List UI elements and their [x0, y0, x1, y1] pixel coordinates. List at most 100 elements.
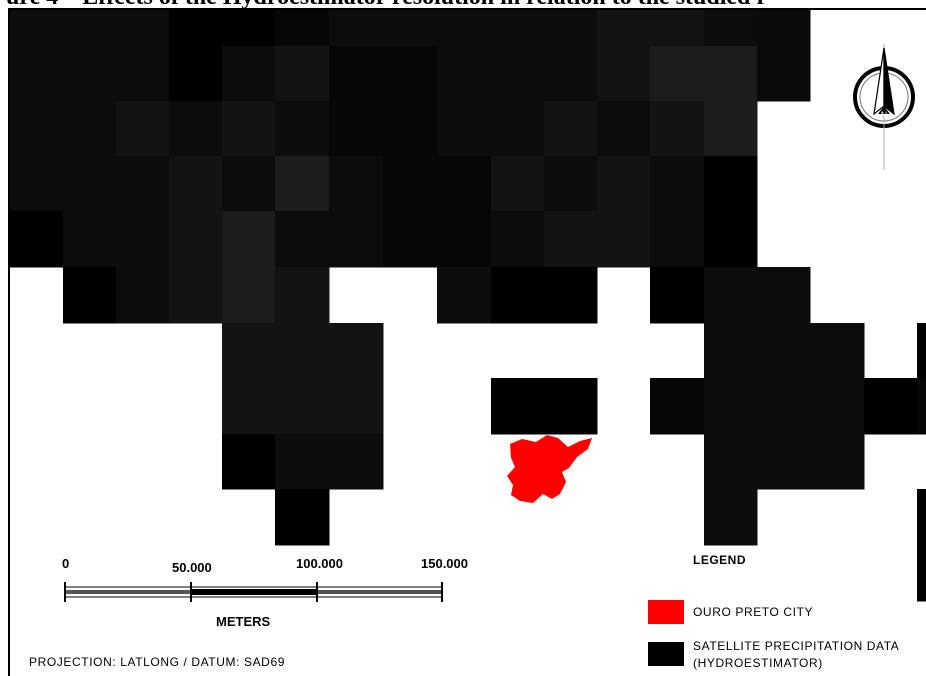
raster-cell — [437, 211, 492, 268]
raster-cell — [116, 156, 170, 212]
raster-cell — [597, 101, 651, 157]
raster-cell — [222, 46, 276, 102]
raster-cell — [275, 378, 330, 435]
raster-cell — [222, 10, 276, 47]
raster-cell — [437, 156, 492, 212]
raster-cell — [222, 434, 276, 490]
scale-tick-150000: 150.000 — [421, 556, 468, 571]
map-frame[interactable]: N — [8, 8, 926, 676]
legend-label-satellite-2: (HYDROESTIMATOR) — [693, 656, 823, 670]
raster-cell — [63, 211, 117, 268]
raster-cell — [10, 10, 64, 47]
raster-cell — [437, 267, 492, 324]
raster-cell — [810, 323, 865, 379]
raster-cell — [810, 434, 865, 490]
raster-cell — [917, 545, 926, 602]
raster-cell — [329, 101, 384, 157]
raster-cell — [864, 378, 918, 435]
raster-cell — [329, 434, 384, 490]
ouro-preto-city-polygon — [507, 435, 592, 503]
legend-swatch-satellite — [648, 642, 684, 666]
raster-cell — [169, 156, 223, 212]
raster-cell — [275, 211, 330, 268]
raster-cell — [650, 10, 705, 47]
raster-cell — [169, 10, 223, 47]
raster-cell — [383, 101, 438, 157]
raster-cell — [437, 101, 492, 157]
raster-cell — [329, 46, 384, 102]
raster-cell — [275, 46, 330, 102]
raster-cell — [383, 46, 438, 102]
north-label: N — [881, 110, 888, 120]
legend-title: LEGEND — [693, 553, 747, 567]
raster-cell — [222, 156, 276, 212]
raster-cell — [597, 46, 651, 102]
scale-unit: METERS — [216, 614, 271, 629]
raster-cell — [544, 378, 598, 435]
raster-cell — [917, 378, 926, 435]
raster-cell — [275, 434, 330, 490]
raster-cell — [222, 267, 276, 324]
raster-cell — [704, 489, 758, 546]
raster-cell — [544, 101, 598, 157]
raster-cell — [10, 46, 64, 102]
raster-cell — [169, 101, 223, 157]
legend-label-satellite-1: SATELLITE PRECIPITATION DATA — [693, 639, 900, 653]
raster-cell — [917, 323, 926, 379]
raster-cell — [275, 10, 330, 47]
raster-cell — [650, 46, 705, 102]
scale-tick-50000: 50.000 — [172, 560, 212, 575]
raster-cell — [169, 211, 223, 268]
raster-cell — [63, 101, 117, 157]
raster-cell — [704, 156, 758, 212]
raster-cell — [116, 211, 170, 268]
raster-cell — [917, 489, 926, 546]
raster-cell — [275, 323, 330, 379]
raster-cell — [810, 378, 865, 435]
raster-cell — [757, 267, 811, 324]
raster-cell — [597, 10, 651, 47]
raster-cell — [329, 211, 384, 268]
raster-cell — [650, 378, 705, 435]
raster-cell — [63, 267, 117, 324]
raster-cell — [704, 46, 758, 102]
raster-cell — [704, 378, 758, 435]
raster-cell — [383, 10, 438, 47]
raster-cell — [597, 156, 651, 212]
raster-cell — [275, 101, 330, 157]
raster-cell — [704, 267, 758, 324]
raster-cell — [704, 434, 758, 490]
raster-cell — [329, 323, 384, 379]
raster-cell — [63, 156, 117, 212]
precipitation-raster — [10, 10, 926, 602]
raster-cell — [383, 156, 438, 212]
raster-cell — [650, 267, 705, 324]
legend-swatch-city — [648, 600, 684, 624]
figure-title: ure 4 – Effects of the Hydroestimator re… — [0, 0, 926, 8]
raster-cell — [650, 156, 705, 212]
raster-cell — [116, 46, 170, 102]
raster-cell — [329, 156, 384, 212]
raster-cell — [10, 211, 64, 268]
raster-cell — [222, 211, 276, 268]
raster-cell — [650, 211, 705, 268]
raster-cell — [491, 378, 545, 435]
raster-cell — [116, 10, 170, 47]
scale-tick-100000: 100.000 — [296, 556, 343, 571]
projection-note: PROJECTION: LATLONG / DATUM: SAD69 — [29, 655, 285, 669]
raster-cell — [116, 267, 170, 324]
raster-cell — [63, 10, 117, 47]
raster-cell — [63, 46, 117, 102]
raster-cell — [544, 46, 598, 102]
raster-cell — [491, 211, 545, 268]
raster-cell — [275, 489, 330, 546]
scale-tick-0: 0 — [62, 556, 70, 571]
raster-cell — [757, 10, 811, 47]
raster-cell — [704, 323, 758, 379]
raster-cell — [491, 101, 545, 157]
raster-cell — [222, 101, 276, 157]
raster-cell — [757, 434, 811, 490]
raster-cell — [10, 156, 64, 212]
north-arrow-icon: N — [853, 44, 915, 170]
